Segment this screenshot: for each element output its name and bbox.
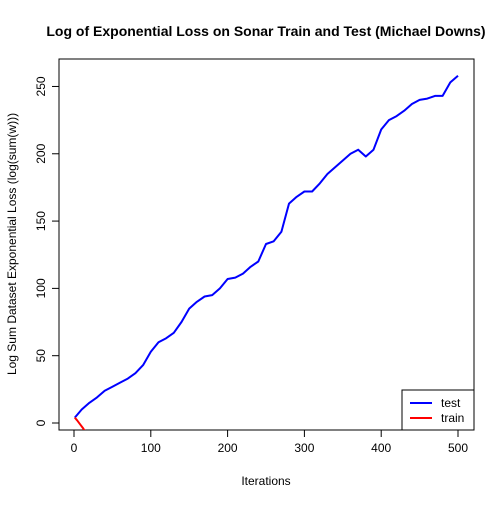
- series-line-test: [74, 74, 459, 419]
- legend-label-train: train: [441, 411, 464, 425]
- y-tick-label: 150: [34, 211, 48, 231]
- x-tick-label: 0: [71, 441, 78, 455]
- chart-title: Log of Exponential Loss on Sonar Train a…: [46, 23, 485, 39]
- x-axis: 0 100 200 300 400 500: [71, 429, 468, 455]
- y-tick-label: 200: [34, 143, 48, 163]
- y-tick-label: 0: [34, 419, 48, 426]
- legend-label-test: test: [441, 396, 461, 410]
- x-axis-label: Iterations: [241, 474, 290, 488]
- y-axis: 0 50 100 150 200 250: [34, 76, 60, 426]
- y-tick-label: 50: [34, 349, 48, 363]
- x-tick-label: 200: [218, 441, 238, 455]
- x-tick-label: 100: [141, 441, 161, 455]
- x-tick-label: 400: [371, 441, 391, 455]
- y-tick-label: 250: [34, 76, 48, 96]
- series-line-train: [74, 416, 86, 430]
- x-tick-label: 500: [448, 441, 468, 455]
- legend-box: [401, 389, 475, 431]
- y-tick-label: 100: [34, 278, 48, 298]
- x-tick-label: 300: [294, 441, 314, 455]
- series-layer: [74, 74, 459, 430]
- y-axis-label: Log Sum Dataset Exponential Loss (log(su…: [5, 113, 19, 375]
